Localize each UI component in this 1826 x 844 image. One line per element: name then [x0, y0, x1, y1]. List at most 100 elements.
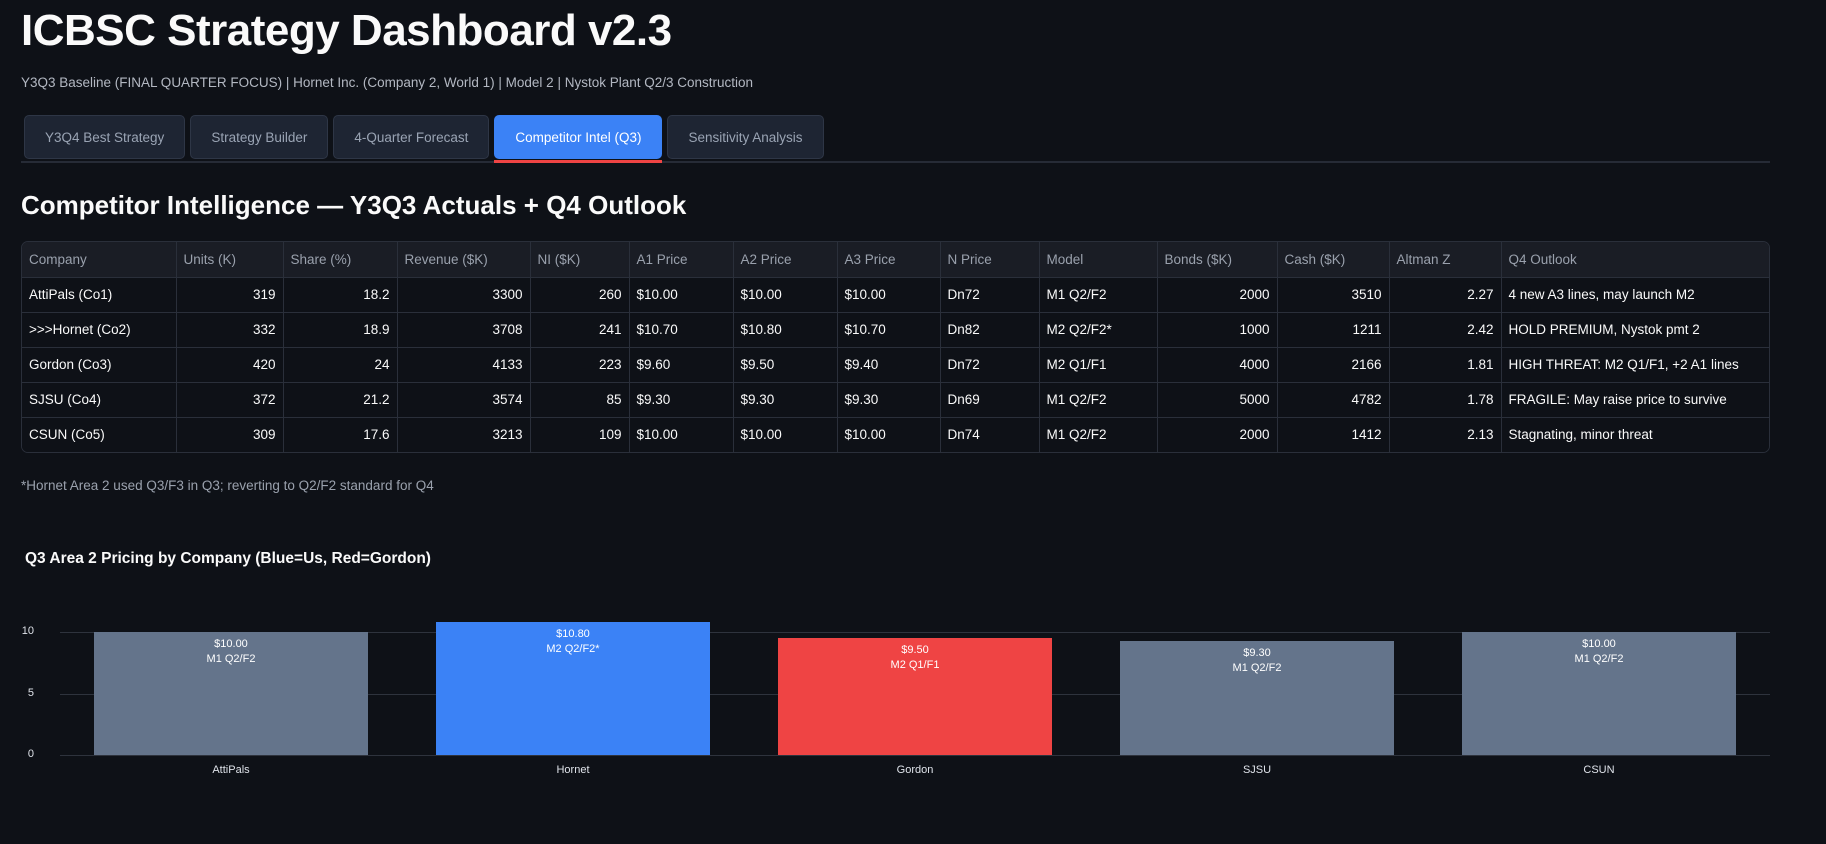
cell-n-price: Dn82 — [940, 312, 1040, 348]
cell-ni: 241 — [530, 312, 630, 348]
cell-a3-price: $10.00 — [837, 277, 941, 313]
cell-model: M2 Q1/F1 — [1039, 347, 1158, 383]
tab-y3q4-best-strategy[interactable]: Y3Q4 Best Strategy — [24, 115, 186, 159]
bar-model-label: M2 Q1/F1 — [890, 659, 940, 672]
cell-a3-price: $9.40 — [837, 347, 941, 383]
cell-cash: 4782 — [1277, 382, 1390, 418]
table-row: SJSU (Co4) 372 21.2 3574 85 $9.30 $9.30 $9.30 Dn… — [22, 382, 1769, 418]
cell-bonds: 4000 — [1157, 347, 1278, 383]
y-axis-tick-label: 5 — [27, 686, 34, 699]
cell-units: 332 — [176, 312, 284, 348]
cell-share: 21.2 — [283, 382, 398, 418]
cell-a2-price: $10.00 — [733, 277, 838, 313]
cell-cash: 1211 — [1277, 312, 1390, 348]
cell-cash: 2166 — [1277, 347, 1390, 383]
cell-altman-z: 1.78 — [1389, 382, 1502, 418]
tab-competitor-intel[interactable]: Competitor Intel (Q3) — [494, 115, 663, 159]
column-header-a1-price[interactable]: A1 Price — [629, 242, 734, 278]
cell-units: 309 — [176, 417, 284, 452]
cell-ni: 85 — [530, 382, 630, 418]
table-header-row: Company Units (K) Share (%) Revenue ($K)… — [22, 242, 1769, 278]
cell-units: 319 — [176, 277, 284, 313]
column-header-model[interactable]: Model — [1039, 242, 1158, 278]
cell-a2-price: $10.00 — [733, 417, 838, 452]
column-header-bonds[interactable]: Bonds ($K) — [1157, 242, 1278, 278]
cell-a3-price: $10.00 — [837, 417, 941, 452]
page-title: ICBSC Strategy Dashboard v2.3 — [21, 6, 672, 55]
tab-4-quarter-forecast[interactable]: 4-Quarter Forecast — [333, 115, 490, 159]
cell-bonds: 2000 — [1157, 417, 1278, 452]
bar-value-label: $10.00 — [214, 638, 248, 650]
cell-cash: 1412 — [1277, 417, 1390, 452]
bar-value-label: $9.30 — [1243, 646, 1271, 659]
bar-csun[interactable]: $10.00 M1 Q2/F2 — [1462, 632, 1736, 755]
cell-n-price: Dn74 — [940, 417, 1040, 452]
column-header-n-price[interactable]: N Price — [940, 242, 1040, 278]
gridline — [60, 755, 1770, 756]
cell-q4-outlook: FRAGILE: May raise price to survive — [1501, 382, 1769, 418]
tab-strategy-builder[interactable]: Strategy Builder — [190, 115, 329, 159]
table-row: >>>Hornet (Co2) 332 18.9 3708 241 $10.70 $10.8… — [22, 312, 1769, 348]
y-axis-tick-label: 0 — [27, 748, 34, 760]
cell-a1-price: $9.60 — [629, 347, 734, 383]
column-header-a3-price[interactable]: A3 Price — [837, 242, 941, 278]
column-header-altman-z[interactable]: Altman Z — [1389, 242, 1502, 278]
table-row: CSUN (Co5) 309 17.6 3213 109 $10.00 $10.00 $10.… — [22, 417, 1769, 452]
cell-revenue: 4133 — [397, 347, 531, 383]
column-header-company[interactable]: Company — [22, 242, 177, 278]
column-header-cash[interactable]: Cash ($K) — [1277, 242, 1390, 278]
cell-revenue: 3708 — [397, 312, 531, 348]
cell-company: Gordon (Co3) — [22, 347, 177, 383]
cell-q4-outlook: 4 new A3 lines, may launch M2 — [1501, 277, 1769, 313]
active-tab-indicator — [494, 160, 663, 163]
tab-sensitivity-analysis[interactable]: Sensitivity Analysis — [667, 115, 824, 159]
column-header-ni[interactable]: NI ($K) — [530, 242, 630, 278]
cell-units: 420 — [176, 347, 284, 383]
bar-hornet[interactable]: $10.80 M2 Q2/F2* — [436, 622, 710, 755]
x-axis-tick-label: AttiPals — [212, 764, 250, 776]
cell-company: AttiPals (Co1) — [22, 277, 177, 313]
y-axis-tick-label: 10 — [21, 625, 34, 637]
bar-value-label: $9.50 — [901, 644, 929, 657]
bar-value-label: $10.00 — [1582, 638, 1616, 650]
cell-share: 17.6 — [283, 417, 398, 452]
cell-altman-z: 2.42 — [1389, 312, 1502, 348]
x-axis-tick-label: Gordon — [896, 764, 934, 776]
section-title: Competitor Intelligence — Y3Q3 Actuals +… — [21, 190, 687, 220]
cell-a2-price: $9.50 — [733, 347, 838, 383]
column-header-units[interactable]: Units (K) — [176, 242, 284, 278]
column-header-revenue[interactable]: Revenue ($K) — [397, 242, 531, 278]
cell-q4-outlook: HIGH THREAT: M2 Q1/F1, +2 A1 lines — [1501, 347, 1769, 383]
cell-model: M1 Q2/F2 — [1039, 382, 1158, 418]
column-header-share[interactable]: Share (%) — [283, 242, 398, 278]
cell-n-price: Dn72 — [940, 347, 1040, 383]
bar-gordon[interactable]: $9.50 M2 Q1/F1 — [778, 638, 1052, 755]
cell-company: CSUN (Co5) — [22, 417, 177, 452]
cell-revenue: 3574 — [397, 382, 531, 418]
x-axis-tick-label: SJSU — [1242, 764, 1272, 776]
cell-a1-price: $10.70 — [629, 312, 734, 348]
table-row: Gordon (Co3) 420 24 4133 223 $9.60 $9.50 $9.40 D… — [22, 347, 1769, 383]
cell-n-price: Dn72 — [940, 277, 1040, 313]
cell-a3-price: $10.70 — [837, 312, 941, 348]
bar-model-label: M1 Q2/F2 — [206, 653, 256, 665]
cell-q4-outlook: Stagnating, minor threat — [1501, 417, 1769, 452]
column-header-a2-price[interactable]: A2 Price — [733, 242, 838, 278]
cell-a2-price: $9.30 — [733, 382, 838, 418]
cell-n-price: Dn69 — [940, 382, 1040, 418]
cell-revenue: 3213 — [397, 417, 531, 452]
column-header-q4-outlook[interactable]: Q4 Outlook — [1501, 242, 1769, 278]
cell-company: SJSU (Co4) — [22, 382, 177, 418]
gridline — [60, 632, 1770, 633]
cell-a1-price: $10.00 — [629, 417, 734, 452]
cell-share: 18.2 — [283, 277, 398, 313]
bar-sjsu[interactable]: $9.30 M1 Q2/F2 — [1120, 640, 1394, 755]
cell-a2-price: $10.80 — [733, 312, 838, 348]
tab-bar: Y3Q4 Best Strategy Strategy Builder 4-Qu… — [24, 115, 824, 159]
bar-model-label: M2 Q2/F2* — [546, 643, 600, 656]
cell-bonds: 1000 — [1157, 312, 1278, 348]
cell-ni: 223 — [530, 347, 630, 383]
x-axis-tick-label: CSUN — [1583, 764, 1615, 776]
bar-attipals[interactable]: $10.00 M1 Q2/F2 — [94, 632, 368, 755]
competitor-table: Company Units (K) Share (%) Revenue ($K)… — [21, 241, 1770, 453]
